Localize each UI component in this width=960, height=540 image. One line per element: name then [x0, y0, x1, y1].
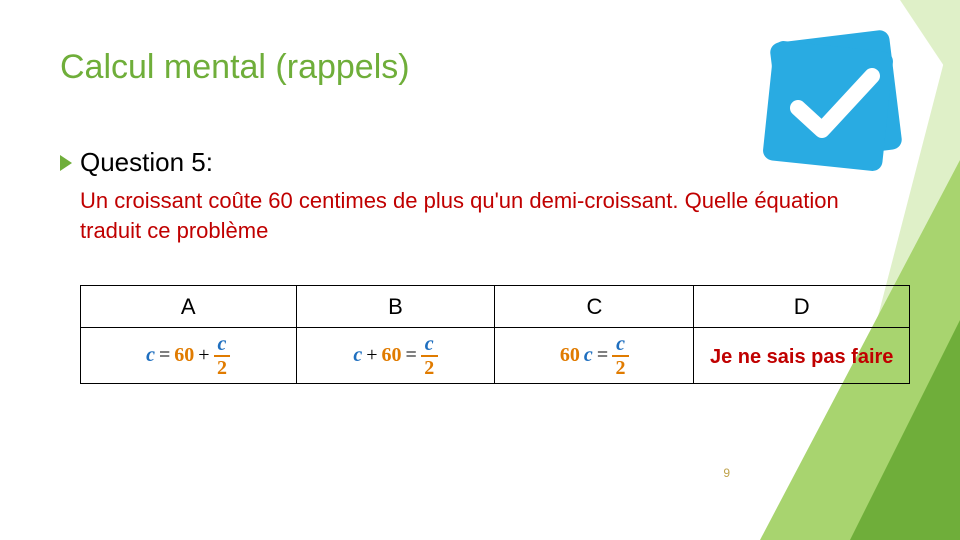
bullet-icon	[60, 155, 72, 171]
slide-number: 9	[723, 466, 730, 480]
answer-table: A B C D c = 60 + c 2	[80, 285, 910, 384]
table-header: D	[694, 286, 910, 328]
table-header-row: A B C D	[81, 286, 910, 328]
no-answer-label: Je ne sais pas faire	[710, 346, 893, 368]
option-b: c + 60 = c 2	[296, 328, 495, 384]
option-c: 60c = c 2	[495, 328, 694, 384]
option-d: Je ne sais pas faire	[694, 328, 910, 384]
equation-a: c = 60 + c 2	[146, 334, 230, 378]
question-label: Question 5:	[80, 147, 213, 178]
table-header: B	[296, 286, 495, 328]
table-header: A	[81, 286, 297, 328]
checkmark-badge	[750, 28, 920, 178]
question-body: Un croissant coûte 60 centimes de plus q…	[80, 186, 840, 245]
equation-c: 60c = c 2	[560, 334, 629, 378]
table-header: C	[495, 286, 694, 328]
option-a: c = 60 + c 2	[81, 328, 297, 384]
equation-b: c + 60 = c 2	[353, 334, 437, 378]
table-option-row: c = 60 + c 2 c + 60 =	[81, 328, 910, 384]
badge-front	[762, 40, 894, 172]
